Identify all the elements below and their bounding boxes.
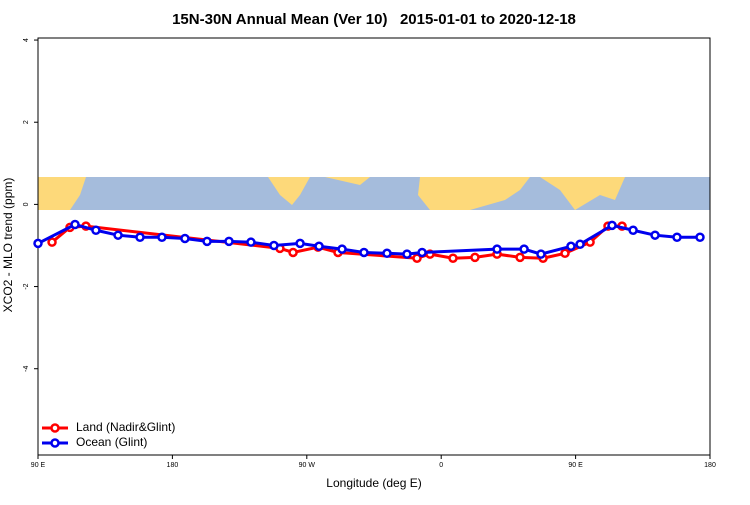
data-point bbox=[180, 233, 190, 244]
data-point bbox=[536, 249, 546, 259]
data-point bbox=[448, 253, 458, 263]
x-tick-label: 90 E bbox=[31, 462, 46, 469]
data-point bbox=[70, 219, 80, 230]
data-point bbox=[91, 225, 101, 236]
data-point bbox=[47, 237, 57, 247]
x-tick-label: 90 W bbox=[299, 462, 316, 469]
data-point bbox=[402, 249, 412, 259]
x-tick-label: 180 bbox=[167, 462, 179, 469]
data-point bbox=[359, 247, 369, 258]
data-point bbox=[575, 239, 585, 249]
data-point bbox=[650, 230, 660, 240]
data-point bbox=[246, 237, 256, 247]
data-point bbox=[337, 244, 347, 254]
data-point bbox=[607, 220, 617, 231]
data-point bbox=[470, 252, 480, 263]
data-point bbox=[628, 225, 638, 236]
data-point bbox=[672, 232, 682, 243]
x-axis-label: Longitude (deg E) bbox=[326, 476, 421, 490]
series-line bbox=[37, 222, 700, 256]
y-tick-label: -2 bbox=[23, 283, 30, 289]
data-point bbox=[695, 232, 705, 243]
data-point bbox=[135, 232, 145, 243]
data-point bbox=[113, 230, 123, 240]
data-point bbox=[519, 244, 529, 254]
x-tick-label: 180 bbox=[704, 462, 716, 469]
data-point bbox=[515, 252, 525, 263]
data-point bbox=[492, 244, 502, 254]
legend-marker bbox=[50, 438, 60, 448]
legend-marker bbox=[50, 423, 60, 433]
data-point bbox=[560, 248, 570, 259]
y-tick-label: 0 bbox=[23, 202, 30, 206]
data-point bbox=[288, 247, 298, 258]
chart-title: 15N-30N Annual Mean (Ver 10) 2015-01-01 … bbox=[172, 11, 576, 28]
data-point bbox=[33, 238, 43, 249]
data-point bbox=[382, 248, 392, 259]
map-band bbox=[38, 177, 710, 210]
y-tick-label: 2 bbox=[23, 120, 30, 124]
legend-label: Land (Nadir&Glint) bbox=[76, 420, 175, 434]
data-point bbox=[295, 238, 305, 249]
data-point bbox=[202, 236, 212, 247]
data-point bbox=[417, 247, 427, 258]
data-point bbox=[566, 241, 576, 252]
legend-label: Ocean (Glint) bbox=[76, 435, 147, 449]
y-axis-label: XCO2 - MLO trend (ppm) bbox=[1, 178, 15, 313]
data-point bbox=[224, 236, 234, 247]
plot-frame bbox=[37, 37, 711, 456]
data-point bbox=[314, 241, 324, 252]
y-tick-label: 4 bbox=[23, 38, 30, 42]
x-tick-label: 0 bbox=[439, 462, 443, 469]
data-point bbox=[269, 240, 279, 251]
x-tick-label: 90 E bbox=[568, 462, 583, 469]
data-point bbox=[157, 232, 167, 243]
y-tick-label: -4 bbox=[23, 366, 30, 372]
data-point bbox=[412, 253, 422, 263]
